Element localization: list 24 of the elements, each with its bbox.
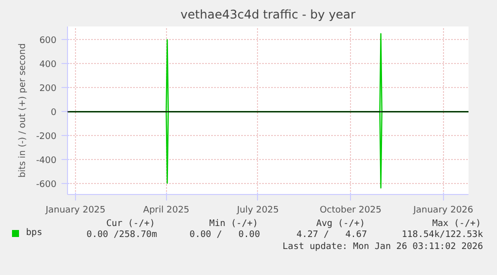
x-tick-label: July 2025 — [236, 206, 279, 216]
text: Cur (-/+) — [106, 218, 155, 230]
y-tick-label: -200 — [36, 132, 57, 142]
chart-title: vethae43c4d traffic - by year — [180, 8, 356, 22]
x-tick-label: April 2025 — [143, 206, 190, 216]
y-tick-label: -600 — [36, 180, 57, 190]
y-tick-label: 600 — [39, 36, 57, 46]
text: 118.54k/122.53k — [402, 229, 483, 242]
x-tick-label: January 2026 — [412, 206, 474, 216]
y-axis-title: bits in (-) / out (+) per second — [18, 43, 28, 178]
y-tick-label: -400 — [36, 156, 57, 166]
legend-label: bps — [26, 227, 42, 240]
text: Avg (-/+) — [316, 218, 365, 230]
y-tick-label: 400 — [39, 60, 57, 70]
text: Last update: Mon Jan 26 03:11:02 2026 — [282, 241, 483, 254]
y-tick-label: 0 — [50, 108, 57, 118]
text: 0.00 / 0.00 — [190, 229, 260, 242]
x-tick-label: January 2025 — [44, 206, 106, 216]
text: Min (-/+) — [209, 218, 258, 230]
text: 4.27 / 4.67 — [296, 229, 367, 242]
text: Max (-/+) — [432, 218, 481, 230]
text: 0.00 /258.70m — [86, 229, 157, 242]
y-tick-label: 200 — [39, 84, 57, 94]
x-tick-label: October 2025 — [320, 206, 382, 216]
